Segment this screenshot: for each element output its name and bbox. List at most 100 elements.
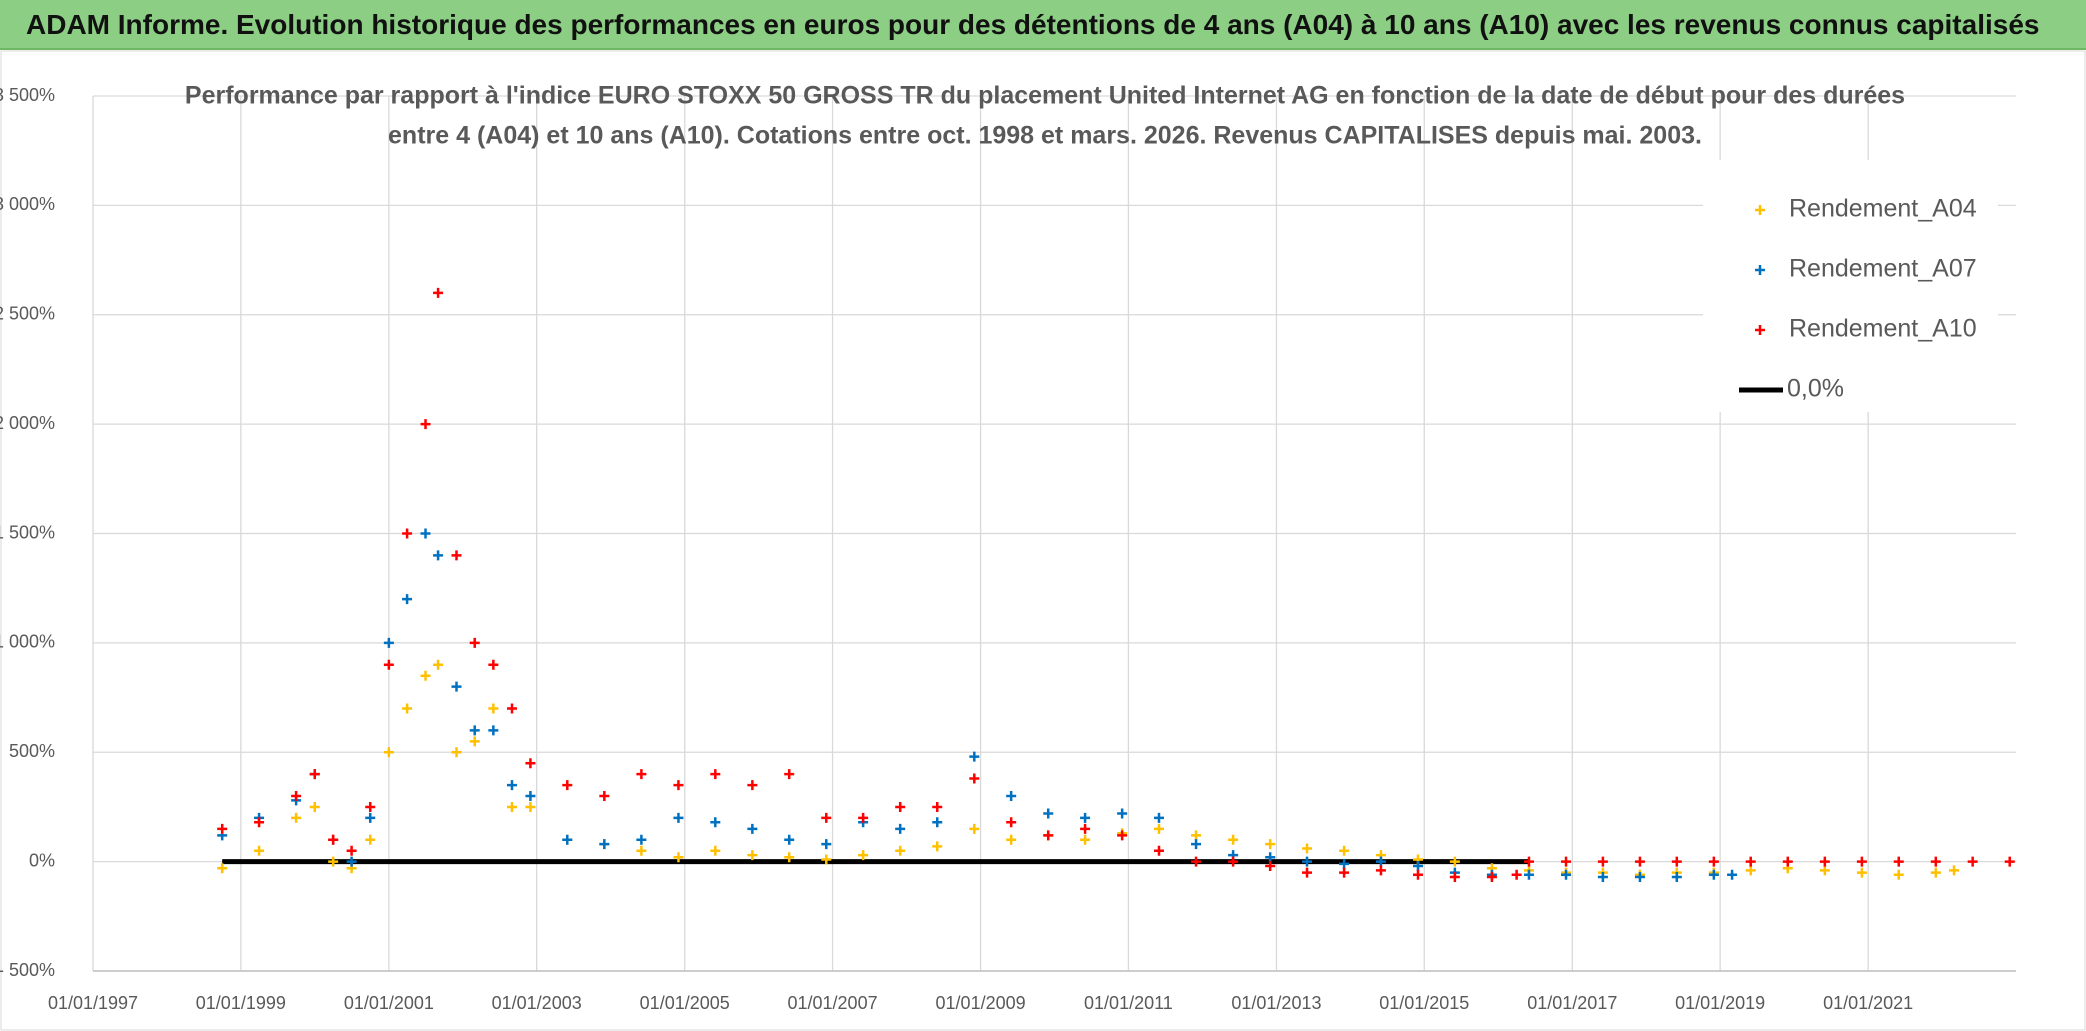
point xyxy=(1117,808,1128,819)
point xyxy=(1782,856,1793,867)
point xyxy=(365,801,376,812)
point xyxy=(1930,856,1941,867)
point xyxy=(747,850,758,861)
point xyxy=(1949,865,1960,876)
point xyxy=(895,823,906,834)
point xyxy=(599,791,610,801)
point xyxy=(1265,852,1276,863)
point xyxy=(1634,856,1645,867)
point xyxy=(346,845,357,856)
point xyxy=(1745,856,1756,867)
point xyxy=(1967,856,1978,867)
legend-label: Rendement_A10 xyxy=(1789,315,1977,343)
point xyxy=(383,659,394,670)
point xyxy=(328,834,339,845)
legend-label: 0,0% xyxy=(1787,375,1844,403)
point xyxy=(254,845,265,856)
point xyxy=(673,852,684,863)
point xyxy=(1339,867,1350,878)
point xyxy=(673,812,684,823)
point xyxy=(291,812,302,823)
point xyxy=(254,817,265,828)
point xyxy=(932,801,943,812)
point xyxy=(932,841,943,852)
point xyxy=(1523,856,1534,867)
point xyxy=(525,791,536,801)
point xyxy=(1634,871,1645,882)
point xyxy=(1375,865,1386,876)
x-tick-label: 01/01/2015 xyxy=(1379,993,1469,1013)
point xyxy=(328,856,339,867)
point xyxy=(451,550,462,561)
point xyxy=(488,703,499,714)
x-tick-label: 01/01/2005 xyxy=(640,993,730,1013)
point xyxy=(1486,871,1497,882)
y-tick-label: 2 000% xyxy=(0,413,55,433)
point xyxy=(488,725,499,736)
x-tick-label: 01/01/2013 xyxy=(1231,993,1321,1013)
point xyxy=(1597,871,1608,882)
point xyxy=(420,670,431,681)
point xyxy=(1893,856,1904,867)
point xyxy=(821,839,832,850)
point xyxy=(1375,856,1386,867)
point xyxy=(1006,817,1017,828)
point xyxy=(1671,871,1682,882)
point xyxy=(506,703,517,714)
point xyxy=(451,681,462,692)
point xyxy=(402,528,413,539)
y-tick-label: 1 500% xyxy=(0,522,55,542)
point xyxy=(1708,856,1719,867)
point xyxy=(1339,858,1350,869)
point xyxy=(710,817,721,828)
point xyxy=(1561,856,1572,867)
point xyxy=(2004,856,2015,867)
point xyxy=(469,637,480,648)
legend-label: Rendement_A04 xyxy=(1789,195,1977,223)
point xyxy=(1856,867,1867,878)
point xyxy=(1265,861,1276,871)
x-tick-label: 01/01/2003 xyxy=(492,993,582,1013)
point xyxy=(636,769,647,780)
y-tick-label: - 500% xyxy=(0,960,55,980)
point xyxy=(858,850,869,861)
legend-swatch xyxy=(1755,265,1765,275)
point xyxy=(673,780,684,791)
point xyxy=(309,769,320,780)
chart-title: entre 4 (A04) et 10 ans (A10). Cotations… xyxy=(388,122,1702,150)
x-tick-label: 01/01/2001 xyxy=(344,993,434,1013)
x-tick-label: 01/01/2017 xyxy=(1527,993,1617,1013)
y-tick-label: 0% xyxy=(29,850,55,870)
point xyxy=(710,769,721,780)
point xyxy=(1191,856,1202,867)
point xyxy=(1228,834,1239,845)
x-tick-label: 01/01/2007 xyxy=(788,993,878,1013)
point xyxy=(346,856,357,867)
point xyxy=(1302,843,1313,854)
chart-border xyxy=(0,50,2086,1031)
x-tick-label: 01/01/1997 xyxy=(48,993,138,1013)
point xyxy=(1080,834,1091,845)
point xyxy=(562,780,573,791)
point xyxy=(433,659,444,670)
point xyxy=(1671,856,1682,867)
point xyxy=(636,845,647,856)
point xyxy=(1819,856,1830,867)
point xyxy=(562,834,573,845)
point xyxy=(451,747,462,758)
y-tick-label: 500% xyxy=(9,741,55,761)
point xyxy=(747,823,758,834)
x-tick-label: 01/01/2019 xyxy=(1675,993,1765,1013)
header-title: ADAM Informe. Evolution historique des p… xyxy=(0,0,2086,50)
y-tick-label: 1 000% xyxy=(0,632,55,652)
point xyxy=(433,550,444,561)
chart: - 500% 0% 500% 1 000% 1 500% 2 000% 2 500% 3 00… xyxy=(0,50,2086,1031)
point xyxy=(821,812,832,823)
point xyxy=(469,736,480,747)
point xyxy=(1191,830,1202,841)
point xyxy=(1819,865,1830,876)
point xyxy=(383,747,394,758)
x-tick-label: 01/01/2011 xyxy=(1084,993,1173,1013)
legend-swatch xyxy=(1755,205,1765,215)
point xyxy=(969,751,980,762)
